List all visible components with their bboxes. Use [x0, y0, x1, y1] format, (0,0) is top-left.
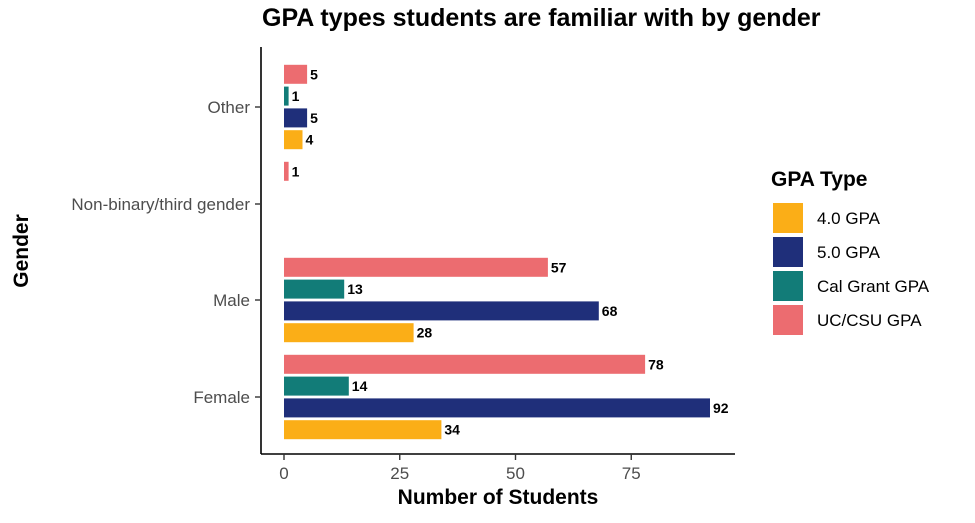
data-label-male-cal-grant-gpa: 13 [347, 281, 363, 297]
bar-female-4-0-gpa [284, 420, 442, 440]
legend-label-uc-csu-gpa: UC/CSU GPA [817, 311, 922, 330]
bar-male-4-0-gpa [284, 323, 414, 343]
x-axis-title: Number of Students [398, 486, 599, 509]
data-label-non-binary-third-gender-uc-csu-gpa: 1 [292, 163, 300, 179]
data-label-female-4-0-gpa: 34 [444, 422, 460, 438]
bar-male-cal-grant-gpa [284, 279, 345, 299]
bar-male-uc-csu-gpa [284, 257, 548, 277]
x-tick-label: 25 [390, 464, 409, 483]
bar-other-cal-grant-gpa [284, 86, 289, 106]
y-axis-ticks: Other Non-binary/third gender Male Female [71, 98, 261, 407]
bar-male-5-0-gpa [284, 301, 599, 321]
bar-female-uc-csu-gpa [284, 354, 646, 374]
y-tick-label: Other [207, 98, 250, 117]
bar-female-cal-grant-gpa [284, 376, 349, 396]
data-label-female-uc-csu-gpa: 78 [648, 356, 664, 372]
legend-swatch-cal-grant-gpa [773, 271, 803, 301]
legend: GPA Type 4.0 GPA 5.0 GPA Cal Grant GPA UC/C… [771, 168, 930, 335]
bar-other-uc-csu-gpa [284, 64, 308, 84]
legend-swatch-5-0-gpa [773, 237, 803, 267]
data-label-male-4-0-gpa: 28 [417, 325, 433, 341]
bar-female-5-0-gpa [284, 398, 710, 418]
data-label-male-uc-csu-gpa: 57 [551, 259, 567, 275]
bar-other-5-0-gpa [284, 108, 308, 128]
legend-label-4-0-gpa: 4.0 GPA [817, 209, 881, 228]
bar-non-binary-third-gender-uc-csu-gpa [284, 161, 289, 181]
data-label-male-5-0-gpa: 68 [602, 303, 618, 319]
y-axis-title: Gender [10, 214, 33, 288]
data-label-other-4-0-gpa: 4 [306, 132, 314, 148]
data-label-other-cal-grant-gpa: 1 [292, 88, 300, 104]
chart-title: GPA types students are familiar with by … [262, 4, 821, 32]
legend-title: GPA Type [771, 168, 867, 191]
x-tick-label: 75 [622, 464, 641, 483]
x-tick-label: 50 [506, 464, 525, 483]
legend-label-cal-grant-gpa: Cal Grant GPA [817, 277, 930, 296]
y-tick-label: Male [213, 291, 250, 310]
data-label-other-uc-csu-gpa: 5 [310, 66, 318, 82]
y-tick-label: Female [193, 388, 250, 407]
legend-swatch-uc-csu-gpa [773, 305, 803, 335]
x-tick-label: 0 [279, 464, 288, 483]
data-label-female-cal-grant-gpa: 14 [352, 378, 368, 394]
legend-swatch-4-0-gpa [773, 203, 803, 233]
data-label-female-5-0-gpa: 92 [713, 400, 729, 416]
x-axis-ticks: 0 25 50 75 [279, 454, 641, 483]
data-label-other-5-0-gpa: 5 [310, 110, 318, 126]
legend-label-5-0-gpa: 5.0 GPA [817, 243, 881, 262]
y-tick-label: Non-binary/third gender [71, 195, 250, 214]
bar-other-4-0-gpa [284, 130, 303, 150]
